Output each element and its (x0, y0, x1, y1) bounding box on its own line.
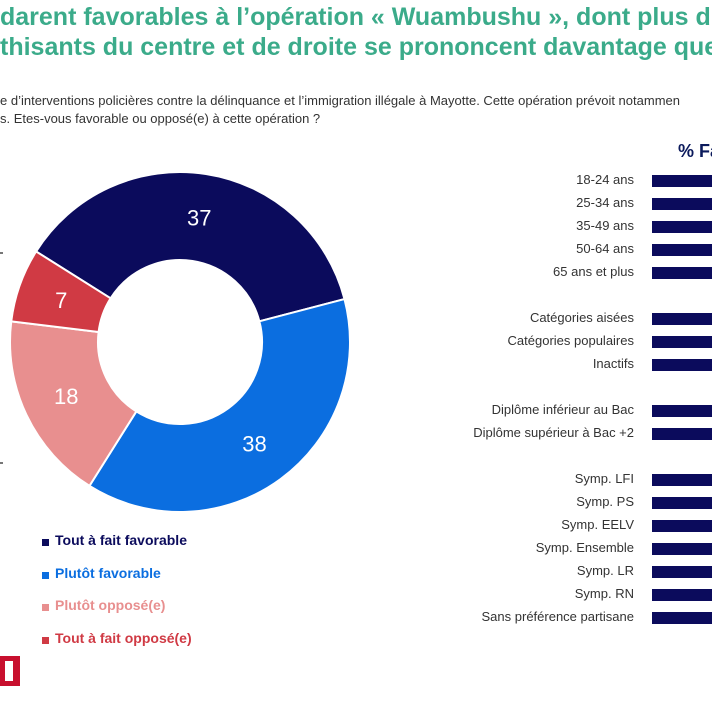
bar-category-label: Symp. LFI (574, 471, 634, 486)
bar-category-label: 25-34 ans (576, 195, 634, 210)
bar-row: Catégories aisées (0, 309, 712, 329)
bar-row: Symp. LR (0, 562, 712, 582)
bar-category-label: Diplôme inférieur au Bac (491, 402, 634, 417)
bar-category-label: Inactifs (592, 356, 634, 371)
bar (652, 198, 712, 210)
bar-row: Inactifs (0, 355, 712, 375)
bar-category-label: Symp. Ensemble (535, 540, 634, 555)
legend-label: Tout à fait favorable (55, 532, 187, 548)
bar (652, 543, 712, 555)
legend-swatch (42, 571, 49, 579)
bar-row: Symp. EELV (0, 516, 712, 536)
bar-category-label: Symp. EELV (561, 517, 634, 532)
bar-category-label: Catégories populaires (507, 333, 634, 348)
slice-value-label: 37 (187, 205, 211, 230)
question-line-2: s. Etes-vous favorable ou opposé(e) à ce… (0, 111, 321, 126)
donut-slice (88, 297, 351, 513)
bar (652, 336, 712, 348)
slice-value-label: 18 (54, 384, 78, 409)
bar-row: Catégories populaires (0, 332, 712, 352)
tick-mark (0, 462, 3, 464)
question-line-1: e d’interventions policières contre la d… (0, 93, 680, 108)
survey-question: e d’interventions policières contre la d… (0, 92, 712, 128)
bar-category-label: Sans préférence partisane (481, 609, 634, 624)
donut-slice (9, 320, 138, 488)
bar-row: 18-24 ans (0, 171, 712, 191)
legend-swatch (42, 636, 49, 644)
bar (652, 612, 712, 624)
bar-category-label: Symp. RN (574, 586, 634, 601)
legend-swatch (42, 539, 49, 546)
bar-row: Diplôme inférieur au Bac (0, 401, 712, 421)
bar-row: Sans préférence partisane (0, 608, 712, 628)
donut-slice (34, 171, 346, 323)
bar-chart-header: % Fa (678, 141, 712, 161)
bar-row: 65 ans et plus (0, 263, 712, 283)
bar (652, 313, 712, 325)
chart-title: darent favorables à l’opération « Wuambu… (0, 2, 712, 62)
brand-logo (0, 656, 20, 686)
slice-value-label: 7 (55, 288, 67, 313)
bar (652, 221, 712, 233)
bar-row: Symp. LFI (0, 470, 712, 490)
bar (652, 566, 712, 578)
bar (652, 520, 712, 532)
bar-category-label: 65 ans et plus (553, 264, 634, 279)
bar (652, 589, 712, 601)
bar (652, 175, 712, 187)
bar-category-label: 35-49 ans (576, 218, 634, 233)
legend-swatch (42, 604, 49, 611)
bar-row: Symp. Ensemble (0, 539, 712, 559)
bar-row: Diplôme supérieur à Bac +2 (0, 424, 712, 444)
title-line-2: thisants du centre et de droite se prono… (0, 33, 712, 61)
slice-value-label: 38 (242, 432, 266, 457)
bar-row: Symp. PS (0, 493, 712, 513)
bar (652, 405, 712, 417)
donut-chart: 37 38 18 7 (9, 171, 351, 513)
tick-mark (0, 252, 3, 254)
bar (652, 244, 712, 256)
bar-category-label: 50-64 ans (576, 241, 634, 256)
bar-category-label: Symp. PS (576, 494, 634, 509)
bar-row: 35-49 ans (0, 217, 712, 237)
bar-row: 50-64 ans (0, 240, 712, 260)
bar-category-label: Catégories aisées (529, 310, 634, 325)
bar (652, 359, 712, 371)
title-line-1: darent favorables à l’opération « Wuambu… (0, 3, 712, 31)
legend-label: Plutôt opposé(e) (55, 597, 166, 613)
bar (652, 497, 712, 509)
bar-category-label: 18-24 ans (576, 172, 634, 187)
bar-category-label: Symp. LR (576, 563, 634, 578)
bar (652, 267, 712, 279)
bar-row: Symp. RN (0, 585, 712, 605)
donut-slice (10, 250, 112, 334)
legend-label: Tout à fait opposé(e) (55, 629, 192, 646)
legend-label: Plutôt favorable (55, 564, 161, 581)
bar-category-label: Diplôme supérieur à Bac +2 (473, 425, 634, 440)
bar (652, 428, 712, 440)
bar (652, 474, 712, 486)
bar-row: 25-34 ans (0, 194, 712, 214)
